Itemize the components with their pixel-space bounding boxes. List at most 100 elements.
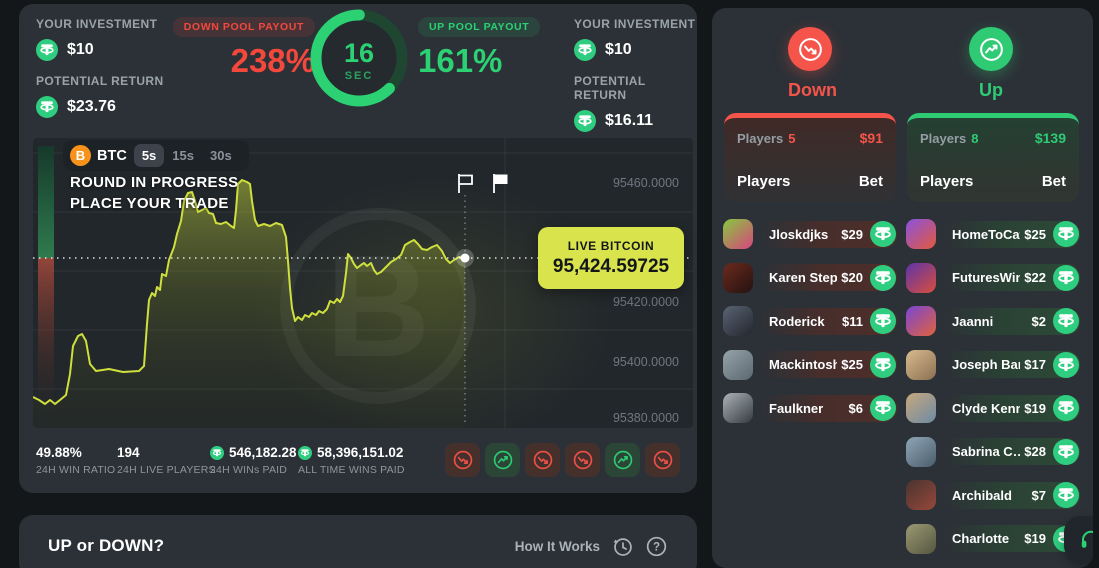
player-name: HomeToCat (952, 226, 1021, 242)
player-row: Faulkner $6 (723, 393, 897, 423)
player-name: Jaanni (952, 313, 994, 329)
stat-all-time-wins-paid: 58,396,151.02 ALL TIME WINS PAID (298, 445, 405, 476)
tether-icon (870, 308, 896, 334)
price-axis-label: 95460.0000 (612, 176, 679, 190)
player-row: Clyde Kenn…$19 (906, 393, 1080, 423)
history-icon[interactable] (611, 535, 634, 558)
player-bet-pill: Charlotte $19 (943, 525, 1080, 552)
player-avatar (723, 393, 753, 423)
your-investment-label: YOUR INVESTMENT (36, 17, 158, 31)
potential-return-amount: $23.76 (67, 98, 116, 115)
player-bet-pill: Mackintosh $25 (760, 351, 897, 378)
player-bet-amount: $11 (842, 313, 863, 329)
player-bet-amount: $19 (1024, 400, 1046, 416)
trend-up-icon (978, 36, 1005, 63)
investment-amount-row: $10 (574, 39, 697, 61)
player-bet-pill: Joseph Bar…$17 (943, 351, 1080, 378)
tether-icon (574, 110, 596, 132)
player-bet-amount: $25 (841, 357, 863, 372)
round-history-down[interactable] (525, 443, 560, 477)
your-investment-label: YOUR INVESTMENT (574, 17, 696, 31)
player-name: Sabrina C… (952, 444, 1021, 459)
return-amount-row: $23.76 (36, 96, 164, 118)
tether-icon (210, 446, 224, 460)
player-name: Mackintosh (769, 357, 838, 372)
bet-down-button[interactable] (788, 27, 832, 71)
price-dot (460, 253, 470, 263)
player-row: Jloskdjks $29 (723, 219, 897, 249)
player-avatar (906, 306, 936, 336)
round-status-message: ROUND IN PROGRESS PLACE YOUR TRADE (70, 172, 238, 214)
round-history-down[interactable] (645, 443, 680, 477)
support-button[interactable] (1064, 516, 1093, 562)
player-avatar (723, 349, 753, 380)
down-column-title: Down (788, 80, 837, 100)
player-avatar (723, 219, 753, 249)
stat-value: 546,182.28 (229, 445, 297, 460)
tether-icon (36, 39, 58, 61)
footer-bar: UP or DOWN? How It Works ? (19, 515, 697, 568)
timeframe-tab-5s[interactable]: 5s (133, 144, 165, 167)
how-it-works-link[interactable]: How It Works (514, 538, 600, 554)
price-axis-label: 95380.0000 (612, 411, 679, 425)
up-zone-bar (38, 146, 54, 258)
bets-panel: Down Up Players 5 $91 Players Bet Player… (712, 8, 1093, 568)
down-pool-total: $91 (859, 130, 883, 146)
down-pool-payout: DOWN POOL PAYOUT 238% (169, 17, 315, 77)
round-history-up[interactable] (485, 443, 520, 477)
player-bet-amount: $2 (1031, 313, 1046, 329)
player-row: Archibald $7 (906, 480, 1080, 510)
player-row: HomeToCat $25 (906, 219, 1080, 249)
bet-column-header: Bet (1041, 173, 1066, 190)
player-bet-amount: $29 (841, 226, 863, 242)
player-avatar (906, 436, 936, 467)
up-players-list: HomeToCat $25 FuturesWin $22 Jaanni $2 Joseph … (906, 219, 1080, 567)
round-history-down[interactable] (445, 443, 480, 477)
player-avatar (906, 349, 936, 380)
page-title: UP or DOWN? (48, 536, 165, 555)
player-avatar (906, 219, 936, 249)
tether-icon (574, 39, 596, 61)
flag-filled-icon (493, 174, 508, 193)
symbol-label: BTC (97, 147, 127, 164)
timeframe-tab-15s[interactable]: 15s (172, 148, 194, 163)
up-pool-summary: Players 8 $139 (920, 130, 1066, 146)
tether-icon (1053, 352, 1079, 378)
player-bet-amount: $7 (1031, 487, 1046, 503)
player-bet-amount: $17 (1024, 357, 1046, 372)
help-icon[interactable]: ? (645, 535, 668, 558)
up-pool-card: Players 8 $139 Players Bet (907, 113, 1079, 202)
tether-icon (1053, 439, 1079, 465)
price-axis-label: 95400.0000 (612, 355, 679, 369)
return-amount-row: $16.11 (574, 110, 697, 132)
player-name: Archibald (952, 487, 1012, 503)
timer-progress-ring (310, 9, 408, 107)
stat-label: 24H LIVE PLAYERS (117, 464, 216, 476)
player-bet-amount: $25 (1024, 226, 1046, 242)
up-pool-total: $139 (1034, 130, 1066, 146)
round-history-down[interactable] (565, 443, 600, 477)
chart-canvas: B (33, 138, 693, 428)
player-bet-pill: Jaanni $2 (943, 307, 1080, 335)
players-column-header: Players (737, 173, 791, 190)
headphones-icon (1081, 530, 1093, 548)
footer-actions: How It Works ? (515, 535, 668, 558)
timer-seconds: 16 (344, 38, 374, 68)
player-avatar (906, 262, 936, 293)
player-bet-pill: Archibald $7 (943, 481, 1080, 509)
trend-down-icon (572, 449, 594, 471)
stat-value: 49.88% (36, 445, 82, 460)
tether-icon (298, 446, 312, 460)
up-pool-badge: UP POOL PAYOUT (418, 17, 541, 37)
tether-icon (36, 96, 58, 118)
timeframe-tabs: 5s 15s 30s (133, 144, 240, 167)
round-status-line1: ROUND IN PROGRESS (70, 174, 239, 191)
investment-amount: $10 (605, 41, 632, 58)
timeframe-tab-30s[interactable]: 30s (209, 148, 232, 163)
bet-up-button[interactable] (969, 27, 1013, 71)
players-label: Players (920, 131, 967, 146)
live-price-title: LIVE BITCOIN (567, 238, 655, 253)
tether-icon (1053, 221, 1079, 247)
round-history-up[interactable] (605, 443, 640, 477)
trend-down-icon (452, 449, 474, 471)
